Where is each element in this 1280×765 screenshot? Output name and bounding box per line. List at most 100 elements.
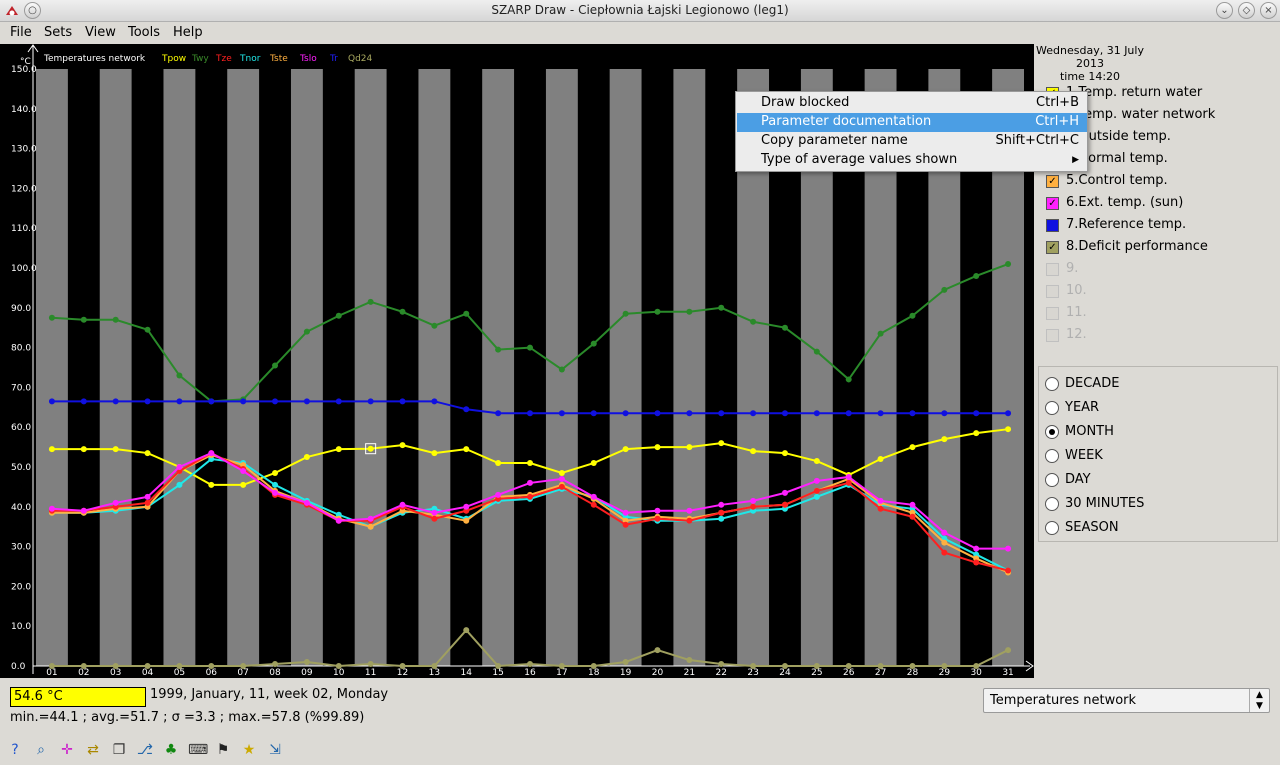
data-point xyxy=(144,493,151,500)
data-point xyxy=(590,460,597,467)
data-point xyxy=(80,316,87,323)
x-tick-label: 03 xyxy=(110,668,121,678)
menu-sets[interactable]: Sets xyxy=(44,25,73,40)
data-point xyxy=(813,410,820,417)
data-point xyxy=(622,410,629,417)
series-short-label: Tslo xyxy=(299,54,317,64)
data-point xyxy=(431,663,438,669)
x-tick-label: 04 xyxy=(142,668,154,678)
statistics-summary: min.=44.1 ; avg.=51.7 ; σ =3.3 ; max.=57… xyxy=(10,710,365,725)
zoom-icon[interactable]: ⌕ xyxy=(37,742,45,758)
x-tick-label: 14 xyxy=(461,668,473,678)
data-point xyxy=(240,481,247,488)
x-tick-label: 11 xyxy=(365,668,376,678)
data-point xyxy=(399,663,406,669)
menu-help[interactable]: Help xyxy=(173,25,203,40)
data-point xyxy=(208,663,215,669)
window-menu-button[interactable]: ○ xyxy=(24,2,41,19)
help-icon[interactable]: ? xyxy=(11,742,19,758)
menu-view[interactable]: View xyxy=(85,25,116,40)
data-point xyxy=(495,346,502,353)
copy-icon[interactable]: ❐ xyxy=(112,742,126,758)
data-point xyxy=(781,324,788,331)
data-point xyxy=(144,663,151,669)
data-point xyxy=(272,481,279,488)
radio-button[interactable] xyxy=(1045,497,1059,511)
menu-file[interactable]: File xyxy=(10,25,32,40)
data-point xyxy=(431,515,438,522)
menu-tools[interactable]: Tools xyxy=(128,25,161,40)
legend-checkbox[interactable]: ✓ xyxy=(1046,175,1059,188)
data-point xyxy=(750,448,757,455)
data-point xyxy=(622,446,629,453)
x-tick-label: 30 xyxy=(970,668,982,678)
period-label: SEASON xyxy=(1065,520,1119,535)
series-short-label: Tnor xyxy=(239,54,261,64)
split-icon[interactable]: ⎇ xyxy=(136,742,154,758)
data-point xyxy=(495,491,502,498)
star-icon[interactable]: ★ xyxy=(242,742,256,758)
x-tick-label: 25 xyxy=(811,668,822,678)
cursor-marker xyxy=(365,443,377,455)
data-point xyxy=(176,398,183,405)
data-point xyxy=(973,410,980,417)
radio-button[interactable] xyxy=(1045,473,1059,487)
data-point xyxy=(877,505,884,512)
cross-icon[interactable]: ✛ xyxy=(61,742,73,758)
arrows-icon[interactable]: ⇄ xyxy=(87,742,99,758)
status-area: 54.6 °C 1999, January, 11, week 02, Mond… xyxy=(0,678,1280,736)
data-point xyxy=(813,663,820,669)
menu-item-average-type[interactable]: Type of average values shown ▶ xyxy=(737,151,1087,170)
export-icon[interactable]: ⇲ xyxy=(269,742,281,758)
data-point xyxy=(463,406,470,413)
x-tick-label: 06 xyxy=(206,668,218,678)
chart-svg[interactable]: °C 0.0 10.0 20.0 30.0 40.0 50.0 60.0 70.0 80.0 90.… xyxy=(0,44,1034,678)
radio-button[interactable] xyxy=(1045,449,1059,463)
maximize-button[interactable]: ◇ xyxy=(1238,2,1255,19)
palm-icon[interactable]: ♣ xyxy=(164,742,178,758)
x-tick-label: 13 xyxy=(429,668,440,678)
y-tick-label: 0.0 xyxy=(11,662,26,672)
submenu-arrow-icon: ▶ xyxy=(1072,155,1079,165)
legend-checkbox[interactable] xyxy=(1046,307,1059,320)
data-point xyxy=(527,493,533,500)
date-display: Wednesday, 31 July 2013 time 14:20 xyxy=(1034,44,1146,83)
radio-button[interactable] xyxy=(1045,377,1059,391)
radio-button[interactable] xyxy=(1045,521,1059,535)
close-button[interactable]: × xyxy=(1260,2,1277,19)
grid-band xyxy=(418,69,451,666)
legend-checkbox[interactable]: ✓ xyxy=(1046,197,1059,210)
data-point xyxy=(176,481,183,488)
set-select-value: Temperatures network xyxy=(990,693,1137,708)
x-tick-label: 15 xyxy=(492,668,503,678)
data-point xyxy=(558,469,565,476)
legend-checkbox[interactable] xyxy=(1046,263,1059,276)
menu-item-shortcut: Ctrl+H xyxy=(1035,114,1079,129)
legend-checkbox[interactable] xyxy=(1046,329,1059,342)
x-tick-label: 01 xyxy=(46,668,57,678)
flag-icon[interactable]: ⚑ xyxy=(216,742,230,758)
plot-area[interactable]: °C 0.0 10.0 20.0 30.0 40.0 50.0 60.0 70.0 80.0 90.… xyxy=(0,44,1034,678)
menu-item-shortcut: Shift+Ctrl+C xyxy=(995,133,1079,148)
data-point xyxy=(495,460,502,467)
radio-button[interactable] xyxy=(1045,401,1059,415)
x-tick-label: 05 xyxy=(174,668,185,678)
data-point xyxy=(112,398,119,405)
legend-checkbox[interactable]: ✓ xyxy=(1046,241,1059,254)
radio-button[interactable] xyxy=(1045,425,1059,439)
menu-item-parameter-documentation[interactable]: Parameter documentation Ctrl+H xyxy=(737,113,1087,132)
menu-item-copy-parameter-name[interactable]: Copy parameter name Shift+Ctrl+C xyxy=(737,132,1087,151)
data-point xyxy=(813,477,820,484)
keyboard-icon[interactable]: ⌨ xyxy=(188,742,209,758)
context-menu: Draw blocked Ctrl+B Parameter documentat… xyxy=(735,91,1088,172)
data-point xyxy=(367,523,374,530)
minimize-button[interactable]: ⌄ xyxy=(1216,2,1233,19)
set-select[interactable]: Temperatures network ▲ ▼ xyxy=(983,688,1270,713)
data-point xyxy=(909,501,916,508)
data-point xyxy=(303,398,310,405)
data-point xyxy=(48,505,55,512)
legend-checkbox[interactable] xyxy=(1046,285,1059,298)
legend-checkbox[interactable] xyxy=(1046,219,1059,232)
menu-item-draw-blocked[interactable]: Draw blocked Ctrl+B xyxy=(737,94,1087,113)
y-tick-label: 110.0 xyxy=(11,224,37,234)
